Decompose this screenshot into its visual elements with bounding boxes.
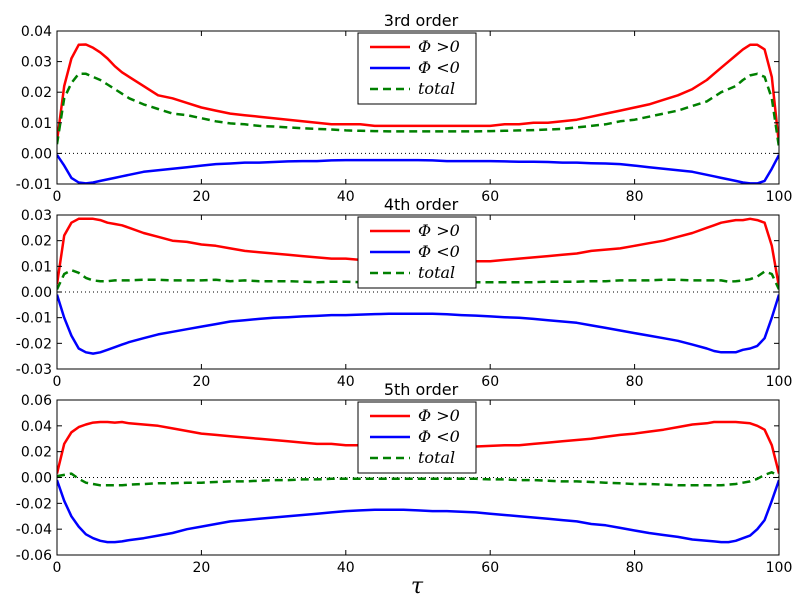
legend-label-2: Φ <0 xyxy=(418,427,460,446)
x-tick-label: 40 xyxy=(337,560,355,576)
x-tick-label: 0 xyxy=(53,189,62,205)
y-tick-label: 0.02 xyxy=(21,445,52,461)
x-tick-label: 60 xyxy=(481,374,499,390)
x-tick-label: 40 xyxy=(337,189,355,205)
legend-label-3: total xyxy=(418,79,455,98)
legend: Φ >0 Φ <0 total xyxy=(357,401,477,474)
y-tick-label: 0.04 xyxy=(21,24,52,40)
legend-label-1: Φ >0 xyxy=(418,37,460,56)
y-tick-label: -0.02 xyxy=(16,336,52,352)
x-tick-label: 0 xyxy=(53,374,62,390)
legend-label-1: Φ >0 xyxy=(418,406,460,425)
x-tick-label: 20 xyxy=(192,374,210,390)
y-tick-label: 0.02 xyxy=(21,234,52,250)
series-line-2 xyxy=(57,479,779,544)
chart-panel-1: 0 20 40 60 80 100 -0.01 0.00 0.01 0.02 0.03 0.04 3rd… xyxy=(16,11,793,205)
legend: Φ >0 Φ <0 total xyxy=(357,216,477,289)
x-tick-label: 80 xyxy=(626,189,644,205)
series-line-2 xyxy=(57,294,779,355)
axes-frame xyxy=(56,30,780,185)
series-line-3 xyxy=(57,471,779,487)
series-line-3 xyxy=(57,268,779,290)
legend: Φ >0 Φ <0 total xyxy=(357,32,477,105)
x-tick-label: 20 xyxy=(192,560,210,576)
y-tick-label: 0.06 xyxy=(21,393,52,409)
y-tick-label: 0.00 xyxy=(21,146,52,162)
y-tick-label: 0.02 xyxy=(21,85,52,101)
y-tick-label: 0.01 xyxy=(21,259,52,275)
y-tick-label: -0.04 xyxy=(16,522,52,538)
series-line-3 xyxy=(57,72,779,148)
x-tick-label: 100 xyxy=(766,374,793,390)
y-tick-label: -0.03 xyxy=(16,362,52,378)
x-tick-label: 80 xyxy=(626,560,644,576)
x-tick-label: 100 xyxy=(766,560,793,576)
chart-title: 4th order xyxy=(384,195,459,214)
legend-label-1: Φ >0 xyxy=(418,221,460,240)
y-tick-label: 0.03 xyxy=(21,208,52,224)
y-tick-label: -0.01 xyxy=(16,177,52,193)
legend-label-3: total xyxy=(418,448,455,467)
x-tick-label: 80 xyxy=(626,374,644,390)
y-tick-label: 0.01 xyxy=(21,116,52,132)
y-tick-label: 0.00 xyxy=(21,285,52,301)
legend-label-2: Φ <0 xyxy=(418,242,460,261)
y-tick-label: 0.04 xyxy=(21,419,52,435)
x-tick-label: 60 xyxy=(481,560,499,576)
chart-title: 5th order xyxy=(384,380,459,399)
x-tick-label: 40 xyxy=(337,374,355,390)
legend-label-2: Φ <0 xyxy=(418,58,460,77)
y-tick-label: -0.02 xyxy=(16,496,52,512)
x-tick-label: 60 xyxy=(481,189,499,205)
x-tick-label: 100 xyxy=(766,189,793,205)
x-axis-label: τ xyxy=(411,574,424,599)
y-tick-label: -0.06 xyxy=(16,548,52,564)
legend-label-3: total xyxy=(418,263,455,282)
series-group xyxy=(57,43,779,184)
y-tick-label: 0.03 xyxy=(21,55,52,71)
chart-title: 3rd order xyxy=(384,11,459,30)
chart-panel-2: 0 20 40 60 80 100 -0.03 -0.02 -0.01 0.00 0.01 0.02 0… xyxy=(16,195,793,390)
x-tick-label: 0 xyxy=(53,560,62,576)
y-tick-label: 0.00 xyxy=(21,471,52,487)
x-tick-label: 20 xyxy=(192,189,210,205)
y-tick-label: -0.01 xyxy=(16,311,52,327)
series-line-2 xyxy=(57,154,779,184)
chart-panel-3: 0 20 40 60 80 100 -0.06 -0.04 -0.02 0.00 0.02 0.04 0… xyxy=(16,380,793,599)
series-line-1 xyxy=(57,43,779,145)
